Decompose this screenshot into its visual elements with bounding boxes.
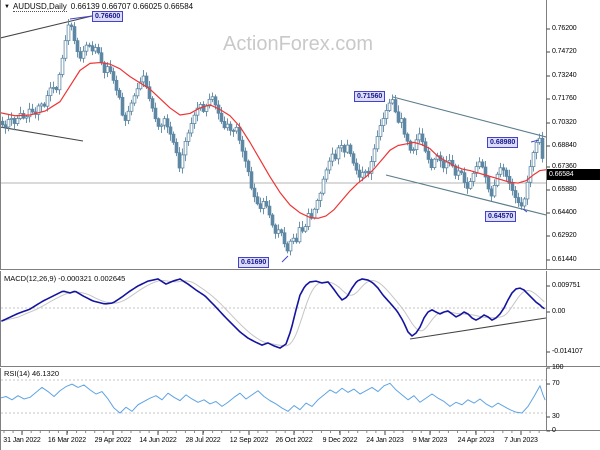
collapse-triangle-icon[interactable]: ▼ [4, 4, 10, 10]
price-axis-label: 0.62920 [552, 232, 577, 239]
date-axis-label: 7 Jun 2023 [504, 437, 538, 444]
swing-level-callout[interactable]: 0.61690 [238, 257, 270, 268]
macd-axis-label: -0.014107 [552, 348, 583, 355]
macd-name: MACD(12,26,9) [4, 274, 57, 283]
price-axis-label: 0.76200 [552, 25, 577, 32]
date-axis-label: 29 Apr 2022 [94, 437, 132, 444]
date-axis-label: 26 Oct 2022 [275, 437, 313, 444]
macd-axis-label: 0.009751 [552, 282, 581, 289]
rsi-indicator-title: RSI(14) 46.1320 [4, 369, 59, 378]
date-axis-label: 24 Jan 2023 [366, 437, 404, 444]
rsi-panel [1, 379, 546, 414]
price-axis-label: 0.67360 [552, 163, 577, 170]
price-axis-label: 0.61440 [552, 256, 577, 263]
macd-panel [1, 278, 546, 349]
price-axis-label: 0.65880 [552, 186, 577, 193]
swing-level-callout[interactable]: 0.71560 [354, 91, 386, 102]
date-axis-label: 14 Jun 2022 [139, 437, 177, 444]
date-axis-label: 31 Jan 2022 [3, 437, 41, 444]
date-axis-label: 12 Sep 2022 [229, 437, 269, 444]
macd-indicator-title: MACD(12,26,9) -0.000321 0.002645 [4, 274, 125, 283]
price-axis-label: 0.73240 [552, 72, 577, 79]
price-axis-label: 0.71760 [552, 95, 577, 102]
date-axis-label: 16 Mar 2022 [47, 437, 87, 444]
date-axis-label: 9 Dec 2022 [322, 437, 358, 444]
swing-level-callout[interactable]: 0.64570 [485, 211, 517, 222]
date-axis-label: 9 Mar 2023 [412, 437, 448, 444]
main-price-panel [1, 15, 546, 263]
rsi-value: 46.1320 [31, 369, 60, 378]
current-price-tag: 0.66584 [547, 169, 600, 180]
price-axis-label: 0.70320 [552, 119, 577, 126]
price-axis-label: 0.74720 [552, 48, 577, 55]
rsi-axis-label: 100 [552, 364, 564, 371]
price-axis-label: 0.68840 [552, 142, 577, 149]
macd-values: -0.000321 0.002645 [58, 274, 126, 283]
rsi-axis-label: 30 [552, 413, 560, 420]
actionforex-watermark: ActionForex.com [223, 33, 374, 55]
swing-level-callout[interactable]: 0.76600 [92, 11, 124, 22]
ohlc-values: 0.66139 0.66707 0.66025 0.66584 [70, 2, 194, 11]
rsi-axis-label: 0 [552, 427, 556, 434]
rsi-axis-label: 70 [552, 380, 560, 387]
macd-axis-label: 0.00 [552, 308, 566, 315]
symbol-period-label: AUDUSD,Daily [12, 2, 67, 12]
swing-level-callout[interactable]: 0.68980 [487, 137, 519, 148]
price-axis-label: 0.64400 [552, 209, 577, 216]
date-axis-label: 24 Apr 2023 [457, 437, 495, 444]
rsi-name: RSI(14) [4, 369, 30, 378]
date-axis-label: 28 Jul 2022 [185, 437, 221, 444]
chart-title: ▼ AUDUSD,Daily 0.66139 0.66707 0.66025 0.6… [4, 2, 193, 12]
